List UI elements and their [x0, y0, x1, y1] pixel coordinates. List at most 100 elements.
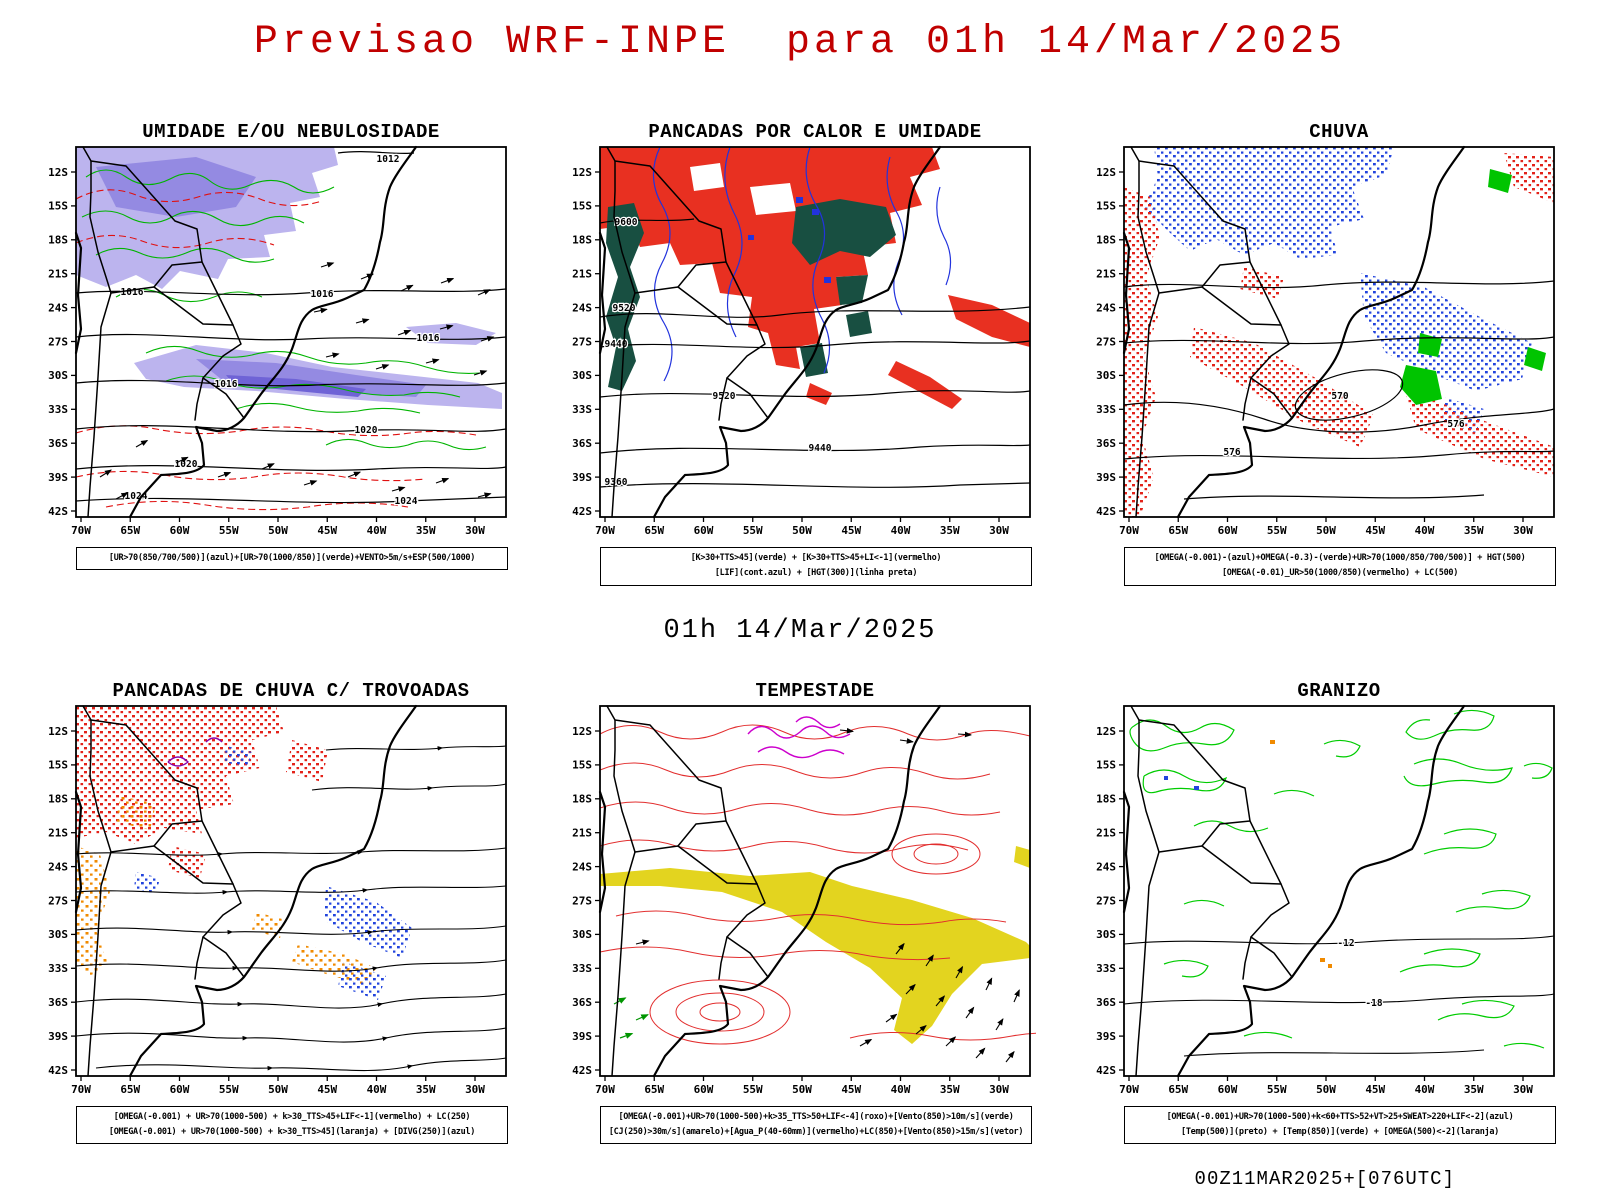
lon-tick-label: 35W	[416, 1083, 436, 1096]
lat-tick-label: 42S	[1096, 505, 1116, 518]
caption-chuva: [OMEGA(-0.001)-(azul)+OMEGA(-0.3)-(verde…	[1124, 547, 1556, 586]
lat-tick-label: 24S	[572, 860, 592, 873]
caption-line: [OMEGA(-0.001)-(azul)+OMEGA(-0.3)-(verde…	[1154, 553, 1526, 563]
lat-tick-label: 24S	[1096, 860, 1116, 873]
lon-tick-label: 35W	[1464, 524, 1484, 537]
lat-tick-label: 15S	[1096, 758, 1116, 771]
caption-line: [CJ(250)>30m/s](amarelo)+[Agua_P(40-60mm…	[608, 1126, 1024, 1137]
lat-tick-label: 30S	[48, 369, 68, 382]
lon-tick-label: 70W	[1119, 524, 1139, 537]
lon-tick-label: 55W	[219, 524, 239, 537]
caption-line: [OMEGA(-0.001)+UR>70(1000-500)+k>35_TTS>…	[618, 1111, 1014, 1122]
lon-tick-label: 50W	[792, 1083, 812, 1096]
lat-tick-label: 15S	[1096, 200, 1116, 213]
caption-line: [LIF](cont.azul) + [HGT(300)](linha pret…	[714, 568, 918, 579]
lat-tick-label: 21S	[572, 268, 592, 281]
lon-tick-label: 35W	[1464, 1083, 1484, 1096]
lat-tick-label: 39S	[572, 1029, 592, 1042]
lat-tick-label: 12S	[48, 166, 68, 179]
lon-tick-label: 30W	[465, 1083, 485, 1096]
lat-tick-label: 21S	[48, 826, 68, 839]
lon-tick-label: 70W	[71, 1083, 91, 1096]
lon-tick-label: 50W	[1316, 1083, 1336, 1096]
panel-umidade: UMIDADE E/OU NEBULOSIDADE 12S 15S 18S 21S 24…	[26, 121, 526, 586]
lat-tick-label: 39S	[572, 471, 592, 484]
lat-tick-label: 15S	[48, 200, 68, 213]
lat-tick-label: 33S	[48, 403, 68, 416]
lat-tick-label: 18S	[1096, 792, 1116, 805]
valid-time-subtitle: 01h 14/Mar/2025	[663, 615, 937, 646]
lat-tick-label: 33S	[572, 403, 592, 416]
lat-tick-label: 18S	[1096, 234, 1116, 247]
lon-tick-label: 30W	[989, 1083, 1009, 1096]
lon-tick-label: 45W	[841, 1083, 861, 1096]
lon-tick-label: 70W	[1119, 1083, 1139, 1096]
lat-tick-label: 39S	[48, 1029, 68, 1042]
lat-tick-label: 27S	[1096, 894, 1116, 907]
lat-tick-label: 36S	[572, 437, 592, 450]
lat-tick-label: 36S	[1096, 996, 1116, 1009]
lat-tick-label: 12S	[1096, 166, 1116, 179]
lon-tick-label: 45W	[841, 524, 861, 537]
lat-tick-label: 18S	[48, 792, 68, 805]
lon-tick-label: 50W	[268, 1083, 288, 1096]
lon-tick-label: 50W	[268, 524, 288, 537]
lon-tick-label: 60W	[170, 1083, 190, 1096]
lat-tick-label: 30S	[1096, 369, 1116, 382]
lat-tick-label: 33S	[1096, 962, 1116, 975]
lat-tick-label: 15S	[572, 200, 592, 213]
lon-tick-label: 55W	[219, 1083, 239, 1096]
lon-tick-label: 65W	[644, 524, 664, 537]
lon-tick-label: 35W	[940, 524, 960, 537]
lat-tick-label: 36S	[572, 996, 592, 1009]
lon-tick-label: 35W	[940, 1083, 960, 1096]
lat-tick-label: 42S	[48, 505, 68, 518]
lon-tick-label: 65W	[1168, 524, 1188, 537]
lon-tick-label: 30W	[989, 524, 1009, 537]
lat-tick-label: 39S	[1096, 1029, 1116, 1042]
lon-tick-label: 40W	[367, 1083, 387, 1096]
lon-tick-label: 50W	[1316, 524, 1336, 537]
panel-chuva: CHUVA 12S 15S 18S 21S 24S 27S 30S 33S 36S 39S 42S 7…	[1074, 121, 1574, 586]
lon-tick-label: 40W	[891, 1083, 911, 1096]
panel-tempestade: TEMPESTADE 12S 15S 18S 21S 24S 27S 30S 33S 36S 39…	[550, 680, 1050, 1145]
lat-tick-label: 42S	[572, 505, 592, 518]
lon-tick-label: 55W	[1267, 1083, 1287, 1096]
lat-tick-label: 12S	[572, 166, 592, 179]
caption-line: [OMEGA(-0.001) + UR>70(1000-500) + k>30_…	[108, 1126, 476, 1137]
caption-line: [UR>70(850/700/500)](azul)+[UR>70(1000/8…	[108, 553, 476, 563]
lon-tick-label: 65W	[1168, 1083, 1188, 1096]
panel-pancadas-calor: PANCADAS POR CALOR E UMIDADE 12S 15S 18S 21…	[550, 121, 1050, 586]
lon-tick-label: 45W	[1365, 524, 1385, 537]
lat-tick-label: 36S	[48, 996, 68, 1009]
lat-tick-label: 21S	[572, 826, 592, 839]
lat-tick-label: 18S	[48, 234, 68, 247]
panel-title-tempestade: TEMPESTADE	[755, 679, 875, 702]
caption-granizo: [OMEGA(-0.001)+UR>70(1000-500)+k<60+TTS>…	[1124, 1105, 1556, 1145]
lat-tick-label: 33S	[1096, 403, 1116, 416]
lon-tick-label: 65W	[120, 524, 140, 537]
lat-tick-label: 42S	[1096, 1063, 1116, 1076]
lat-tick-label: 24S	[48, 860, 68, 873]
lon-tick-label: 30W	[1513, 1083, 1533, 1096]
lat-tick-label: 42S	[572, 1063, 592, 1076]
caption-line: [Temp(500)](preto) + [Temp(850)](verde) …	[1181, 1126, 1499, 1137]
lon-tick-label: 60W	[1218, 524, 1238, 537]
lat-tick-label: 21S	[1096, 826, 1116, 839]
lat-tick-label: 21S	[48, 268, 68, 281]
panel-title-trovoadas: PANCADAS DE CHUVA C/ TROVOADAS	[112, 679, 470, 702]
lat-tick-label: 18S	[572, 234, 592, 247]
lat-tick-label: 39S	[48, 471, 68, 484]
lon-tick-label: 65W	[644, 1083, 664, 1096]
lon-tick-label: 45W	[1365, 1083, 1385, 1096]
lon-tick-label: 60W	[170, 524, 190, 537]
lon-tick-label: 55W	[743, 1083, 763, 1096]
lat-tick-label: 27S	[48, 894, 68, 907]
caption-umidade: [UR>70(850/700/500)](azul)+[UR>70(1000/8…	[76, 547, 508, 571]
lat-tick-label: 12S	[48, 724, 68, 737]
lat-tick-label: 36S	[1096, 437, 1116, 450]
